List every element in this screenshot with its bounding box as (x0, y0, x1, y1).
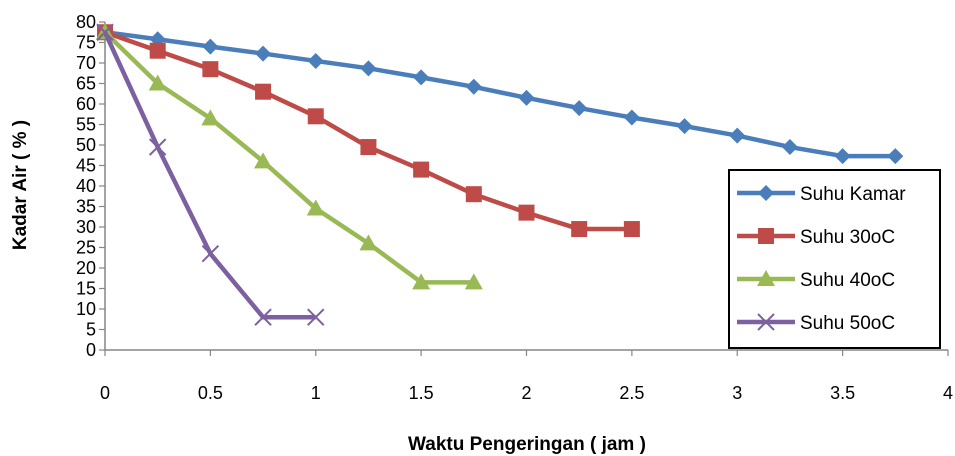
data-point (518, 204, 535, 221)
y-tick-label: 30 (76, 217, 96, 237)
data-point (202, 61, 219, 78)
x-tick-label: 3 (732, 383, 742, 403)
y-tick-label: 65 (76, 74, 96, 94)
y-tick-label: 60 (76, 94, 96, 114)
data-point (255, 45, 272, 62)
legend-item: Suhu 30oC (737, 227, 895, 248)
legend-label: Suhu 40oC (800, 270, 895, 291)
legend-item: Suhu Kamar (737, 184, 906, 205)
y-tick-label: 70 (76, 53, 96, 73)
legend-item: Suhu 50oC (737, 313, 895, 334)
legend-box (728, 169, 941, 349)
y-axis-title: Kadar Air ( % ) (10, 120, 31, 250)
series-3 (96, 23, 483, 290)
y-tick-label: 15 (76, 279, 96, 299)
data-point (360, 60, 377, 77)
y-tick-label: 10 (76, 299, 96, 319)
data-point (676, 118, 693, 135)
data-point (464, 273, 483, 290)
data-point (623, 109, 640, 126)
data-point (306, 199, 325, 216)
data-point (202, 38, 219, 55)
y-tick-label: 0 (86, 340, 96, 360)
y-tick-label: 75 (76, 33, 96, 53)
y-tick-label: 80 (76, 12, 96, 32)
legend-label: Suhu 30oC (800, 227, 895, 248)
y-tick-label: 50 (76, 135, 96, 155)
x-tick-label: 0.5 (198, 383, 223, 403)
data-point (359, 234, 378, 251)
y-tick-label: 55 (76, 115, 96, 135)
legend-marker (758, 228, 774, 244)
data-point (413, 161, 430, 178)
y-tick-label: 25 (76, 238, 96, 258)
data-point (465, 78, 482, 95)
data-point (254, 308, 272, 326)
x-tick-label: 2 (521, 383, 531, 403)
x-tick-label: 4 (943, 383, 953, 403)
x-tick-label: 1.5 (409, 383, 434, 403)
x-tick-label: 3.5 (830, 383, 855, 403)
legend: Suhu Kamar Suhu 30oC Suhu 40oC Suhu 50oC (728, 169, 941, 349)
data-point (465, 186, 482, 203)
y-tick-label: 20 (76, 258, 96, 278)
data-point (412, 273, 431, 290)
data-point (571, 100, 588, 117)
data-point (148, 74, 167, 91)
data-point (571, 221, 588, 238)
y-tick-label: 40 (76, 176, 96, 196)
data-point (623, 221, 640, 238)
data-point (255, 83, 272, 100)
data-point (254, 152, 273, 169)
legend-item: Suhu 40oC (737, 270, 895, 291)
legend-marker (758, 185, 774, 201)
data-point (201, 109, 220, 126)
data-point (201, 244, 220, 263)
y-tick-label: 35 (76, 197, 96, 217)
data-point (834, 148, 851, 165)
data-point (360, 139, 377, 156)
data-point (413, 69, 430, 86)
data-point (887, 148, 904, 165)
data-point (149, 42, 166, 59)
data-point (307, 108, 324, 125)
data-point (307, 308, 325, 326)
x-axis-title: Waktu Pengeringan ( jam ) (408, 434, 646, 455)
data-point (148, 138, 167, 156)
legend-items: Suhu Kamar Suhu 30oC Suhu 40oC Suhu 50oC (737, 184, 906, 334)
data-point (96, 23, 114, 41)
series-line (103, 30, 474, 285)
legend-label: Suhu 50oC (800, 313, 895, 334)
data-point (307, 52, 324, 69)
x-tick-label: 2.5 (619, 383, 644, 403)
data-point (518, 89, 535, 106)
series-layer (96, 23, 904, 326)
series-4 (96, 23, 325, 326)
y-tick-label: 5 (86, 320, 96, 340)
data-point (729, 127, 746, 144)
data-point (781, 139, 798, 156)
x-tick-label: 1 (311, 383, 321, 403)
y-tick-label: 45 (76, 156, 96, 176)
legend-label: Suhu Kamar (800, 184, 906, 205)
series-2 (97, 24, 640, 238)
legend-marker (757, 270, 775, 286)
legend-marker (757, 313, 775, 331)
series-1 (97, 24, 904, 165)
series-line (104, 30, 896, 159)
x-tick-label: 0 (100, 383, 110, 403)
